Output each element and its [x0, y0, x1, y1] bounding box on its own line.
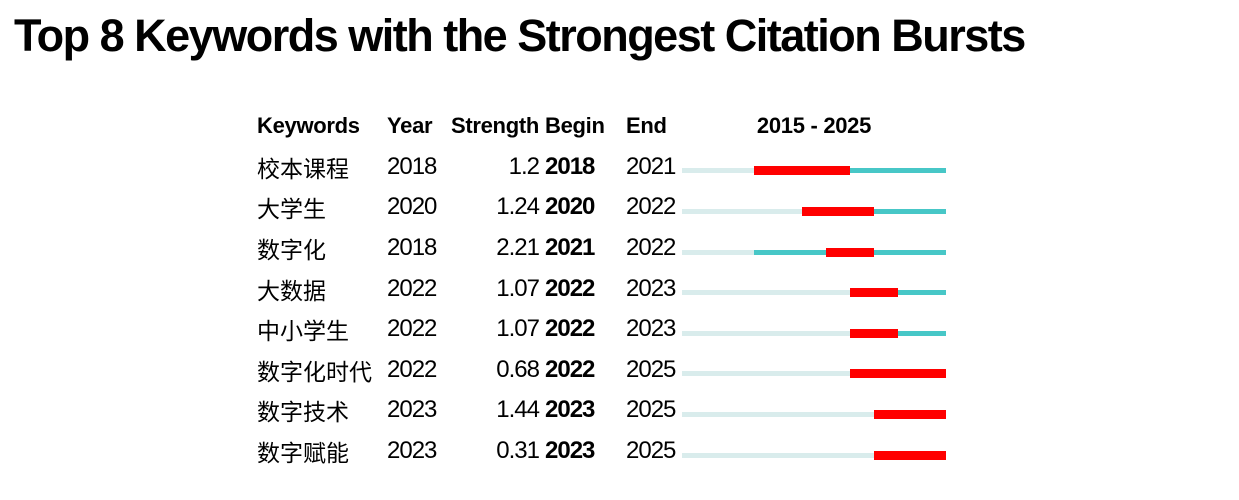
- strength-cell: 1.2: [508, 152, 540, 180]
- keyword-cell: 数字赋能: [257, 440, 349, 467]
- timeline-cell: [682, 203, 946, 216]
- strength-cell: 1.24: [496, 193, 540, 221]
- timeline-cell: [682, 406, 946, 419]
- end-cell: 2022: [626, 234, 676, 262]
- burst-segment: [850, 369, 946, 379]
- burst-table: Keywords Year Strength Begin End 2015 - …: [257, 106, 946, 471]
- page-title: Top 8 Keywords with the Strongest Citati…: [14, 10, 1026, 61]
- pre-burst-segment: [682, 330, 850, 336]
- year-cell: 2018: [387, 234, 437, 262]
- begin-cell: 2023: [545, 396, 595, 424]
- column-header-year: Year: [387, 113, 433, 139]
- year-cell: 2018: [387, 152, 437, 180]
- active-segment: [898, 290, 946, 296]
- pre-burst-segment: [682, 452, 874, 458]
- begin-cell: 2020: [545, 193, 595, 221]
- pre-burst-segment: [682, 208, 802, 214]
- burst-segment: [754, 166, 850, 176]
- burst-segment: [850, 288, 898, 298]
- timeline-bar: [682, 288, 946, 298]
- timeline-cell: [682, 325, 946, 338]
- keyword-cell: 数字化: [257, 237, 326, 264]
- column-header-keywords: Keywords: [257, 113, 360, 139]
- end-cell: 2023: [626, 274, 676, 302]
- column-header-timeline: 2015 - 2025: [756, 113, 872, 139]
- timeline-bar: [682, 328, 946, 338]
- keyword-cell: 数字化时代: [257, 358, 372, 385]
- year-cell: 2022: [387, 274, 437, 302]
- column-header-strength: Strength: [450, 113, 539, 139]
- keyword-cell: 数字技术: [257, 399, 349, 426]
- timeline-cell: [682, 244, 946, 257]
- timeline-cell: [682, 162, 946, 176]
- burst-segment: [874, 450, 946, 460]
- end-cell: 2022: [626, 193, 676, 221]
- begin-cell: 2022: [545, 274, 595, 302]
- keyword-cell: 中小学生: [257, 318, 349, 345]
- keyword-cell: 大数据: [257, 277, 326, 304]
- timeline-bar: [682, 450, 946, 460]
- strength-cell: 2.21: [496, 234, 540, 262]
- begin-cell: 2022: [545, 355, 595, 383]
- timeline-bar: [682, 247, 946, 257]
- active-segment: [754, 249, 826, 255]
- end-cell: 2025: [626, 396, 676, 424]
- keyword-cell: 大学生: [257, 196, 326, 223]
- timeline-bar: [682, 206, 946, 216]
- active-segment: [874, 249, 946, 255]
- pre-burst-segment: [682, 371, 850, 377]
- strength-cell: 1.44: [496, 396, 540, 424]
- timeline-cell: [682, 447, 946, 460]
- timeline-cell: [682, 365, 946, 379]
- end-cell: 2025: [626, 437, 676, 465]
- timeline-bar: [682, 369, 946, 379]
- active-segment: [874, 208, 946, 214]
- pre-burst-segment: [682, 168, 754, 174]
- begin-cell: 2018: [545, 152, 595, 180]
- strength-cell: 0.31: [496, 437, 540, 465]
- end-cell: 2021: [626, 152, 676, 180]
- year-cell: 2023: [387, 437, 437, 465]
- end-cell: 2023: [626, 315, 676, 343]
- year-cell: 2020: [387, 193, 437, 221]
- active-segment: [850, 168, 946, 174]
- pre-burst-segment: [682, 249, 754, 255]
- burst-segment: [850, 328, 898, 338]
- begin-cell: 2023: [545, 437, 595, 465]
- active-segment: [898, 330, 946, 336]
- timeline-bar: [682, 409, 946, 419]
- strength-cell: 1.07: [496, 274, 540, 302]
- timeline-bar: [682, 166, 946, 176]
- burst-segment: [826, 247, 874, 257]
- begin-cell: 2022: [545, 315, 595, 343]
- burst-segment: [802, 206, 874, 216]
- begin-cell: 2021: [545, 234, 595, 262]
- column-header-end: End: [626, 113, 667, 139]
- pre-burst-segment: [682, 411, 874, 417]
- strength-cell: 1.07: [496, 315, 540, 343]
- year-cell: 2023: [387, 396, 437, 424]
- year-cell: 2022: [387, 355, 437, 383]
- timeline-cell: [682, 284, 946, 298]
- burst-segment: [874, 409, 946, 419]
- year-cell: 2022: [387, 315, 437, 343]
- column-header-begin: Begin: [545, 113, 605, 139]
- end-cell: 2025: [626, 355, 676, 383]
- strength-cell: 0.68: [496, 355, 540, 383]
- pre-burst-segment: [682, 290, 850, 296]
- keyword-cell: 校本课程: [257, 155, 349, 182]
